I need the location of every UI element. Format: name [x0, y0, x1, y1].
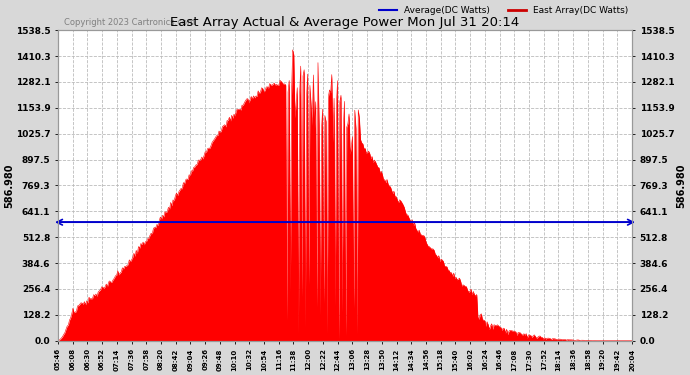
Title: East Array Actual & Average Power Mon Jul 31 20:14: East Array Actual & Average Power Mon Ju… — [170, 16, 520, 29]
Text: Copyright 2023 Cartronics.com: Copyright 2023 Cartronics.com — [63, 18, 195, 27]
Y-axis label: 586.980: 586.980 — [676, 163, 686, 208]
Y-axis label: 586.980: 586.980 — [4, 163, 14, 208]
Legend: Average(DC Watts), East Array(DC Watts): Average(DC Watts), East Array(DC Watts) — [375, 2, 632, 18]
